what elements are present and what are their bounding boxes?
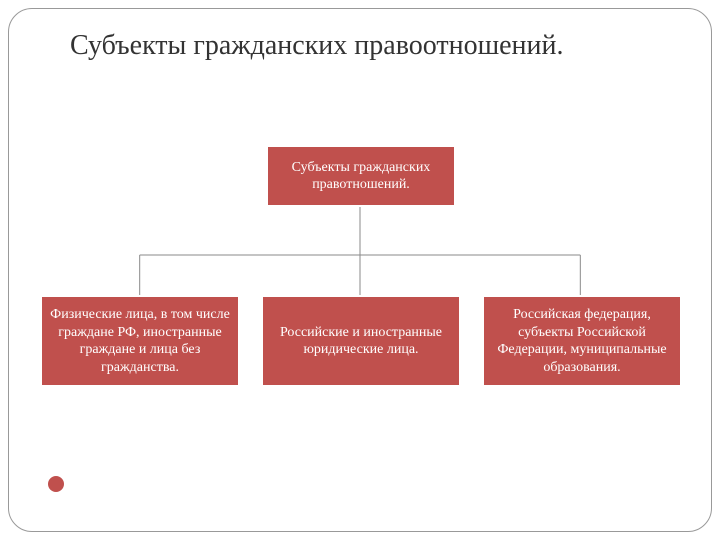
- org-chart: Субъекты гражданских правотношений. Физич…: [40, 145, 680, 425]
- org-node-c2: Российские и иностранные юридические лиц…: [261, 295, 461, 387]
- bullet-icon: [48, 476, 64, 492]
- slide-title: Субъекты гражданских правоотношений.: [70, 30, 650, 62]
- org-node-c3: Российская федерация, субъекты Российско…: [482, 295, 682, 387]
- org-node-c1: Физические лица, в том числе граждане РФ…: [40, 295, 240, 387]
- org-node-root: Субъекты гражданских правотношений.: [266, 145, 456, 207]
